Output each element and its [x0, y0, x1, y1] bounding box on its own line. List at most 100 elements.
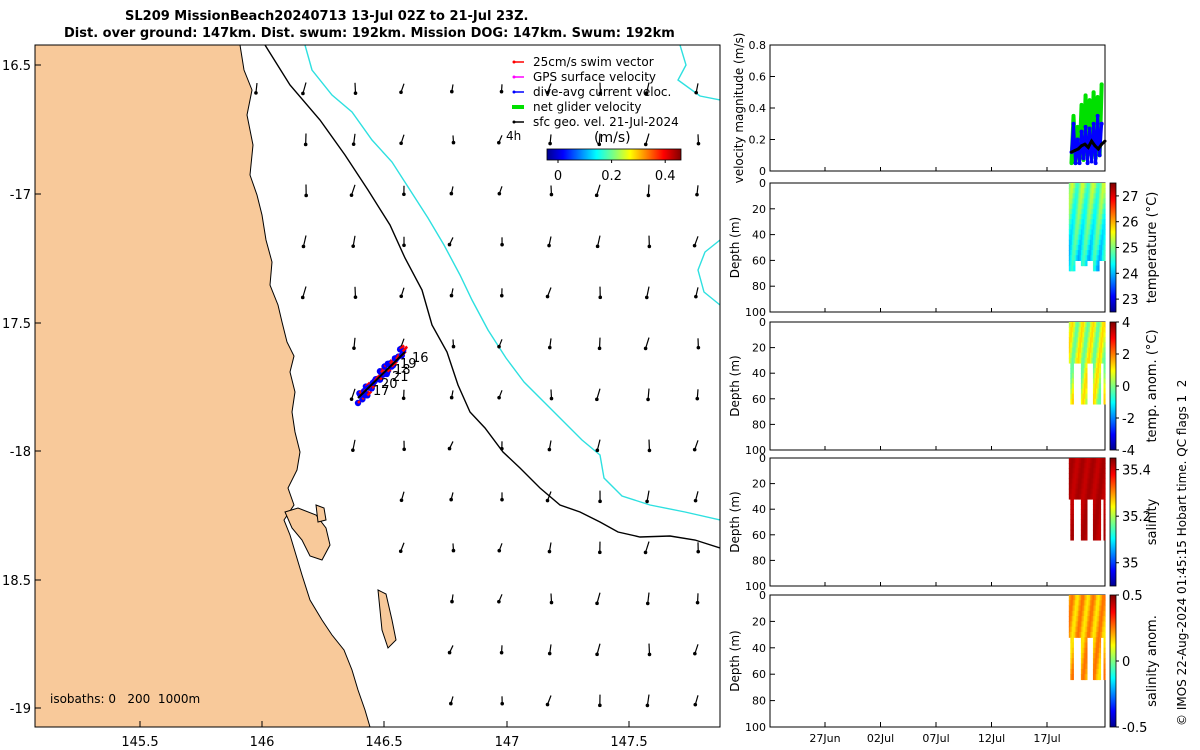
- heatmap-cell: [1073, 260, 1076, 267]
- heatmap-cell: [1091, 255, 1094, 261]
- velocity-series-point: [1095, 113, 1100, 118]
- heatmap-cell: [1095, 463, 1099, 469]
- heatmap-cell: [1088, 213, 1091, 220]
- heatmap-cell: [1101, 213, 1105, 220]
- heatmap-cell: [1092, 610, 1096, 617]
- heatmap-cell: [1097, 616, 1100, 622]
- heatmap-cell: [1082, 478, 1085, 485]
- heatmap-cell: [1073, 188, 1076, 194]
- track-swim-vector: [401, 346, 408, 353]
- colorbar-tick-label: 0: [554, 169, 562, 184]
- heatmap-cell: [1097, 605, 1100, 612]
- heatmap-cell: [1080, 383, 1083, 390]
- track-swim-vector: [366, 390, 373, 397]
- isobath-200m: [264, 45, 720, 549]
- heatmap-cell: [1070, 362, 1073, 369]
- heatmap-cell: [1097, 322, 1100, 328]
- heatmap-cell: [1092, 663, 1096, 670]
- heatmap-cell: [1070, 463, 1073, 469]
- y-tick-label: 40: [752, 367, 766, 380]
- heatmap-cell: [1097, 504, 1100, 510]
- land-mass: [35, 45, 371, 727]
- sfc-velocity-arrowhead: [500, 701, 505, 706]
- heatmap-cell: [1076, 458, 1079, 464]
- velocity-series-point: [1075, 137, 1080, 142]
- heatmap-cell: [1068, 631, 1071, 638]
- heatmap-cell: [1071, 352, 1074, 359]
- heatmap-cell: [1098, 674, 1102, 681]
- heatmap-cell: [1073, 357, 1076, 364]
- heatmap-cell: [1080, 347, 1083, 354]
- heatmap-cell: [1086, 244, 1090, 251]
- heatmap-cell: [1086, 327, 1090, 333]
- heatmap-cell: [1088, 208, 1091, 215]
- heatmap-cell: [1071, 208, 1074, 215]
- sfc-velocity-arrow: [597, 235, 601, 247]
- heatmap-cell: [1103, 203, 1106, 210]
- heatmap-cell: [1071, 473, 1074, 480]
- heatmap-cell: [1070, 668, 1073, 675]
- heatmap-cell: [1085, 600, 1088, 607]
- heatmap-cell: [1083, 626, 1087, 633]
- heatmap-cell: [1082, 198, 1085, 205]
- heatmap-cell: [1101, 322, 1105, 328]
- heatmap-cell: [1092, 626, 1096, 633]
- heatmap-cell: [1097, 668, 1100, 675]
- heatmap-cell: [1092, 498, 1096, 505]
- colorbar-tick-label: 0.5: [1122, 589, 1143, 604]
- heatmap-cell: [1103, 658, 1106, 665]
- sfc-velocity-arrowhead: [595, 652, 599, 657]
- heatmap-cell: [1101, 255, 1105, 261]
- heatmap-cell: [1088, 488, 1091, 495]
- heatmap-cell: [1103, 332, 1106, 338]
- heatmap-cell: [1074, 342, 1077, 349]
- heatmap-cell: [1103, 653, 1106, 659]
- heatmap-cell: [1074, 327, 1077, 333]
- heatmap-cell: [1083, 642, 1087, 649]
- heatmap-cell: [1082, 631, 1085, 638]
- heatmap-cell: [1080, 373, 1083, 379]
- heatmap-cell: [1088, 483, 1091, 490]
- sfc-velocity-arrowhead: [401, 396, 406, 401]
- heatmap-cell: [1092, 616, 1096, 622]
- heatmap-cell: [1082, 337, 1085, 344]
- heatmap-cell: [1082, 493, 1085, 500]
- heatmap-cell: [1071, 342, 1074, 349]
- heatmap-cell: [1079, 244, 1082, 251]
- heatmap-cell: [1103, 357, 1106, 364]
- heatmap-cell: [1070, 332, 1073, 338]
- heatmap-cell: [1070, 224, 1073, 231]
- heatmap-cell: [1089, 239, 1093, 246]
- heatmap-cell: [1095, 378, 1099, 385]
- sfc-velocity-arrowhead: [447, 650, 452, 655]
- heatmap-cell: [1083, 255, 1087, 261]
- heatmap-cell: [1103, 534, 1106, 541]
- heatmap-cell: [1073, 595, 1076, 601]
- heatmap-cell: [1082, 663, 1085, 670]
- heatmap-cell: [1097, 327, 1100, 333]
- heatmap-cell: [1074, 357, 1077, 364]
- heatmap-cell: [1071, 244, 1074, 251]
- y-tick-label: 60: [752, 529, 766, 542]
- heatmap-cell: [1089, 337, 1093, 344]
- heatmap-cell: [1091, 188, 1094, 194]
- sfc-velocity-arrowhead: [545, 702, 550, 707]
- heatmap-cell: [1100, 626, 1103, 633]
- heatmap-cell: [1082, 605, 1085, 612]
- heatmap-cell: [1080, 213, 1083, 220]
- heatmap-cell: [1089, 255, 1093, 261]
- heatmap-cell: [1100, 229, 1103, 236]
- heatmap-cell: [1092, 357, 1096, 364]
- heatmap-cell: [1086, 357, 1090, 364]
- sfc-velocity-arrowhead: [399, 294, 404, 299]
- heatmap-cell: [1071, 373, 1074, 379]
- heatmap-cell: [1074, 183, 1077, 189]
- heatmap-cell: [1083, 534, 1087, 541]
- heatmap-cell: [1079, 626, 1082, 633]
- heatmap-cell: [1095, 514, 1099, 521]
- heatmap-cell: [1095, 663, 1099, 670]
- y-tick-label: 0: [759, 316, 766, 329]
- heatmap-cell: [1073, 224, 1076, 231]
- heatmap-cell: [1085, 203, 1088, 210]
- y-tick-label: 0: [759, 177, 766, 190]
